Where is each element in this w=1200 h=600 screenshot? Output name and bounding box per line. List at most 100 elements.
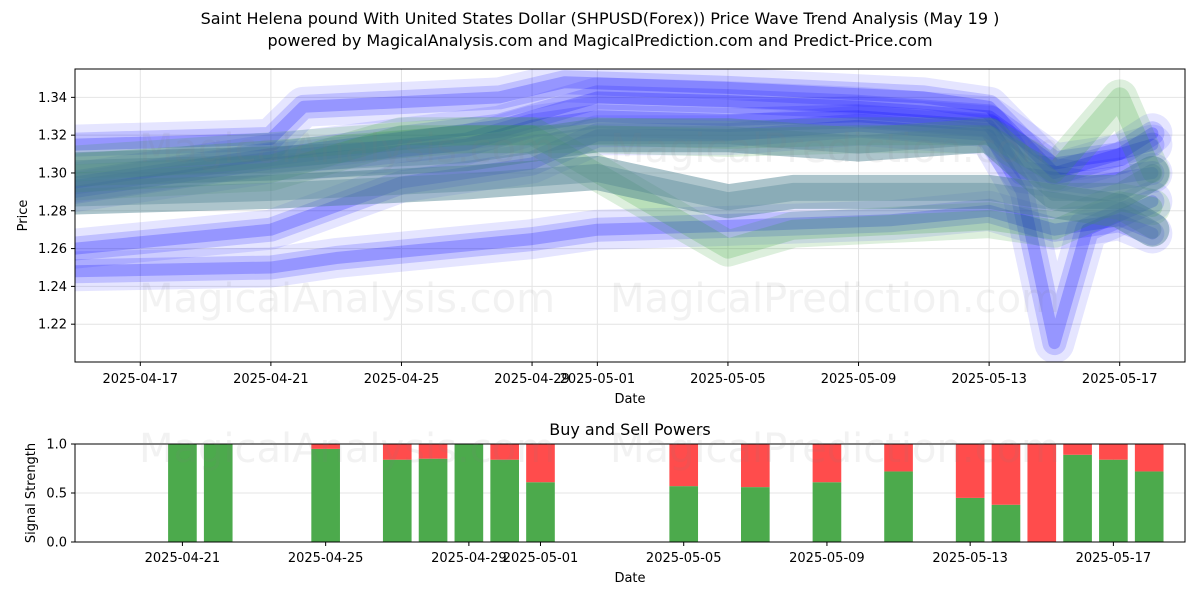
price-grid [75,69,1185,362]
sell-bar [741,444,770,488]
x-tick-label: 2025-05-01 [503,551,579,566]
wave-line-9 [75,126,1162,201]
wave-line-1 [75,70,1165,185]
sell-bar [884,444,913,472]
buy-bar [1099,459,1128,542]
buy-bar [311,448,340,542]
buy-bar [418,458,448,542]
y-tick-label: 0.0 [46,536,67,551]
sell-bar [526,444,555,483]
wave-line-5 [75,204,1159,278]
watermark-text: MagicalPrediction.com [610,126,1060,172]
wave-line-2 [75,77,1173,203]
wave-line-4 [75,113,1165,356]
x-tick-label: 2025-05-09 [789,551,865,566]
wave-line-5 [75,198,1165,284]
x-tick-label: 2025-04-21 [145,551,221,566]
x-tick-label: 2025-05-13 [951,372,1027,387]
x-tick-label: 2025-05-05 [646,551,722,566]
y-tick-label: 1.0 [46,438,67,453]
x-tick-label: 2025-05-09 [821,372,897,387]
x-tick-label: 2025-04-29 [494,372,570,387]
x-tick-label: 2025-04-29 [431,551,507,566]
sell-bar [490,444,519,460]
watermark-text: MagicalAnalysis.com [139,276,555,322]
wave-line-9 [75,118,1170,209]
x-tick-label: 2025-05-01 [560,372,636,387]
watermark-text: MagicalAnalysis.com [139,426,555,472]
sell-bar [991,444,1021,505]
wave-line-4 [75,105,1173,362]
buy-bar [884,471,913,542]
price-plot-frame [74,68,1186,363]
wave-line-7 [75,87,1163,183]
wave-line-8 [75,164,1162,239]
wave-line-4 [75,119,1159,350]
sell-bar [311,444,340,449]
y-tick-label: 1.24 [38,280,67,295]
buy-bar [382,459,412,542]
chart-subtitle: powered by MagicalAnalysis.com and Magic… [267,31,933,50]
x-tick-label: 2025-05-17 [1076,551,1152,566]
wave-line-8 [75,156,1170,247]
buy-bar [168,444,197,542]
sell-bar [1134,444,1164,472]
wave-line-6 [75,117,1171,267]
x-tick-label: 2025-04-25 [288,551,364,566]
x-tick-label: 2025-04-21 [233,372,309,387]
wave-line-5 [75,190,1173,292]
wave-line-1 [75,76,1159,179]
sell-bar [1027,444,1057,542]
y-tick-label: 1.32 [38,129,67,144]
x-tick-label: 2025-05-17 [1082,372,1158,387]
watermark-text: MagicalPrediction.com [610,426,1060,472]
sell-bar [812,444,842,483]
buy-bar [454,444,484,542]
sell-bar [669,444,699,487]
wave-line-6 [75,125,1163,259]
buy-bar [203,444,233,542]
y-tick-label: 1.28 [38,204,67,219]
y-tick-label: 0.5 [46,487,67,502]
buy-bar [741,487,770,542]
buy-bar [812,482,842,542]
watermark-text: MagicalAnalysis.com [139,126,555,172]
wave-line-1 [75,69,1173,193]
x-tick-label: 2025-04-25 [364,372,440,387]
wave-line-2 [75,91,1159,189]
signal-bars [168,444,1164,542]
y-axis-label: Price [16,200,31,232]
x-axis-label: Date [614,571,645,586]
y-tick-label: 1.34 [38,91,67,106]
y-tick-label: 1.22 [38,318,67,333]
sell-bar [418,444,448,459]
sell-bar [955,444,985,498]
signal-chart-title: Buy and Sell Powers [549,420,711,439]
wave-line-7 [75,79,1171,191]
wave-line-3 [75,104,1165,204]
buy-bar [490,459,519,542]
x-axis-label: Date [614,392,645,407]
watermark-text: MagicalPrediction.com [610,276,1060,322]
y-tick-label: 1.30 [38,166,67,181]
buy-bar [1134,471,1164,542]
watermarks: MagicalAnalysis.com MagicalPrediction.com… [139,126,1060,472]
sell-bar [1063,444,1092,455]
y-tick-label: 1.26 [38,242,67,257]
buy-bar [526,482,555,542]
wave-line-3 [75,96,1173,212]
chart-title: Saint Helena pound With United States Do… [200,9,1000,28]
x-tick-label: 2025-05-13 [932,551,1008,566]
y-axis-label: Signal Strength [24,443,39,543]
buy-bar [955,497,985,542]
buy-bar [669,486,699,542]
wave-line-2 [75,85,1165,195]
sell-bar [1099,444,1128,460]
buy-bar [1063,454,1092,542]
x-tick-label: 2025-04-17 [103,372,179,387]
buy-bar [991,504,1021,542]
x-tick-label: 2025-05-05 [690,372,766,387]
wave-line-3 [75,110,1159,198]
sell-bar [382,444,412,460]
